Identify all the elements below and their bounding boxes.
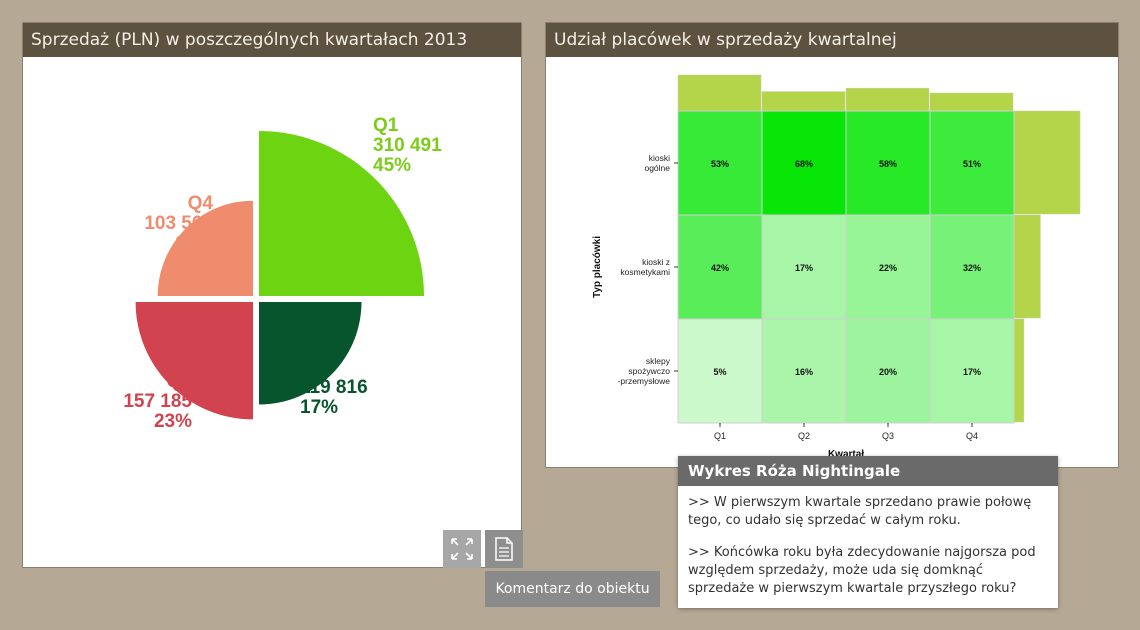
row-tick-label: kioski bbox=[649, 153, 670, 163]
column-total-bar bbox=[677, 74, 762, 112]
heatmap-cell-label: 53% bbox=[711, 159, 729, 169]
comment-tooltip: Komentarz do obiektu bbox=[485, 571, 660, 607]
heatmap-cell bbox=[845, 318, 931, 424]
rose-label-quarter: Q2 bbox=[300, 357, 325, 378]
heatmap-cell bbox=[677, 318, 763, 424]
x-tick-label: Q1 bbox=[714, 431, 726, 441]
heatmap-cell bbox=[677, 214, 763, 320]
row-total-bar bbox=[1013, 214, 1041, 319]
rose-label-value: 310 491 bbox=[373, 135, 442, 156]
x-tick-label: Q4 bbox=[966, 431, 978, 441]
heatmap-cell-label: 42% bbox=[711, 263, 729, 273]
expand-arrows-icon bbox=[451, 538, 473, 560]
rose-chart-title: Sprzedaż (PLN) w poszczególnych kwartała… bbox=[23, 23, 521, 57]
heatmap-cell-label: 17% bbox=[795, 263, 813, 273]
rose-slice-q4 bbox=[157, 200, 253, 296]
rose-label-percent: 17% bbox=[300, 397, 338, 418]
comment-paragraph: >> W pierwszym kwartale sprzedano prawie… bbox=[688, 495, 1032, 528]
column-total-bar bbox=[929, 92, 1014, 112]
comment-box: Wykres Róża Nightingale >> W pierwszym k… bbox=[678, 456, 1058, 608]
heatmap-cell-label: 20% bbox=[879, 367, 897, 377]
heatmap-cell-label: 68% bbox=[795, 159, 813, 169]
x-axis-title: Kwartał bbox=[828, 449, 864, 460]
rose-chart-panel: Sprzedaż (PLN) w poszczególnych kwartała… bbox=[22, 22, 522, 568]
heatmap-cell bbox=[761, 110, 847, 216]
row-total-bar bbox=[1013, 318, 1025, 423]
rose-label-percent: 45% bbox=[373, 155, 411, 176]
heatmap-cell-label: 22% bbox=[879, 263, 897, 273]
heatmap-cell bbox=[761, 318, 847, 424]
heatmap-cell-label: 5% bbox=[713, 367, 726, 377]
row-tick-label: kioski z bbox=[642, 257, 670, 267]
rose-label-quarter: Q1 bbox=[373, 115, 399, 136]
rose-label-value: 157 185 bbox=[123, 391, 192, 412]
document-icon bbox=[495, 537, 513, 561]
rose-slice-q1 bbox=[259, 131, 424, 296]
comment-title: Wykres Róża Nightingale bbox=[678, 456, 1058, 486]
heatmap-cell bbox=[929, 214, 1015, 320]
rose-label-quarter: Q3 bbox=[167, 371, 192, 392]
heatmap-cell bbox=[929, 318, 1015, 424]
rose-slice-q2 bbox=[259, 302, 362, 405]
heatmap-cell bbox=[761, 214, 847, 320]
rose-label-value: 119 816 bbox=[300, 377, 368, 398]
row-tick-label: sklepy bbox=[646, 356, 671, 366]
expand-button[interactable] bbox=[443, 530, 481, 568]
heatmap-cell-label: 17% bbox=[963, 367, 981, 377]
heatmap-cell bbox=[845, 110, 931, 216]
heatmap-cell-label: 16% bbox=[795, 367, 813, 377]
heatmap-panel: Udział placówek w sprzedaży kwartalnej 5… bbox=[545, 22, 1119, 468]
rose-slice-q3 bbox=[135, 302, 253, 420]
heatmap-cell bbox=[929, 110, 1015, 216]
comment-paragraph: >> Końcówka roku była zdecydowanie najgo… bbox=[688, 545, 1036, 596]
rose-label-percent: 23% bbox=[154, 411, 192, 432]
comment-button[interactable] bbox=[485, 530, 523, 568]
rose-label-percent: 15% bbox=[175, 233, 213, 254]
row-total-bar bbox=[1013, 110, 1081, 215]
column-total-bar bbox=[845, 88, 930, 112]
heatmap-cell-label: 51% bbox=[963, 159, 981, 169]
x-tick-label: Q3 bbox=[882, 431, 894, 441]
column-total-bar bbox=[761, 91, 846, 112]
row-tick-label: ogólne bbox=[644, 163, 670, 173]
row-tick-label: kosmetykami bbox=[620, 267, 670, 277]
row-tick-label: spożywczo bbox=[628, 366, 670, 376]
rose-label-quarter: Q4 bbox=[188, 193, 214, 214]
heatmap-cell-label: 58% bbox=[879, 159, 897, 169]
y-axis-title: Typ placówki bbox=[592, 236, 603, 298]
row-tick-label: -przemysłowe bbox=[618, 376, 671, 386]
heatmap-title: Udział placówek w sprzedaży kwartalnej bbox=[546, 23, 1118, 57]
rose-label-value: 103 561 bbox=[144, 213, 213, 234]
x-tick-label: Q2 bbox=[798, 431, 810, 441]
heatmap-cell-label: 32% bbox=[963, 263, 981, 273]
